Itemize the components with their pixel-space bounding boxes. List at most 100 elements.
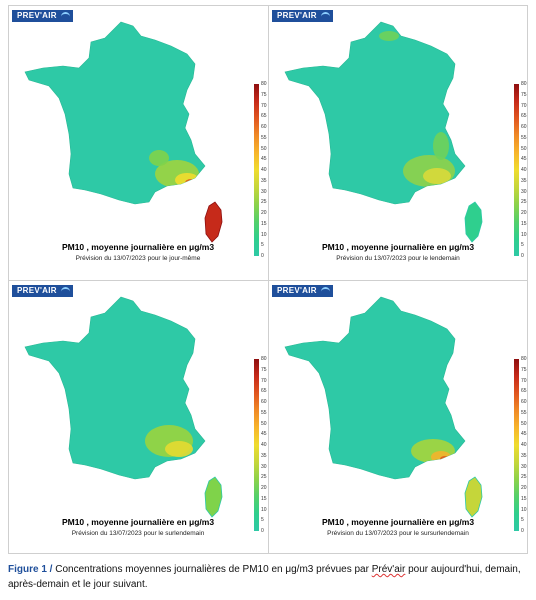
colorbar-tick: 5 [521,517,524,524]
colorbar-tick: 0 [521,253,524,259]
logo-swoosh-icon [320,287,330,296]
colorbar-tick: 55 [521,409,527,416]
colorbar-tick: 15 [521,220,527,227]
colorbar-tick: 0 [261,528,264,534]
colorbar-tick: 40 [261,442,267,448]
colorbar-tick: 75 [521,366,527,373]
corsica [204,476,223,518]
colorbar-tick: 80 [521,81,527,87]
colorbar-tick: 60 [261,399,267,405]
panel-tomorrow: PREV'AIR 80 75 70 65 60 55 50 45 40 35 30 25 20 15 10 5… [269,6,527,279]
colorbar-tick: 45 [521,156,527,163]
colorbar-tick: 20 [261,210,267,216]
panel-title: PM10 , moyenne journalière en μg/m3 [321,242,475,252]
pollution-hotspot [149,150,169,166]
logo-swoosh-icon [320,12,330,21]
colorbar-tick: 50 [261,145,267,152]
colorbar-tick: 10 [261,506,267,513]
pollution-overlay [411,439,455,463]
map-grid: PREV'AIR 80 75 70 65 60 55 50 45 40 35 30 25 20 15 10 5… [8,5,528,554]
pollution-hotspot [175,173,199,187]
panel-title: PM10 , moyenne journalière en μg/m3 [321,517,475,527]
colorbar-tick: 30 [521,188,527,195]
grid-divider-vertical [268,6,269,553]
colorbar-tick: 55 [261,409,267,416]
colorbar-tick: 25 [261,199,267,206]
prevair-logo: PREV'AIR [272,10,333,22]
colorbar [254,359,259,531]
logo-swoosh-icon [60,12,70,21]
colorbar [514,359,519,531]
colorbar-tick: 55 [261,134,267,141]
pollution-overlay [379,31,455,187]
corsica [464,201,483,243]
panel-title: PM10 , moyenne journalière en μg/m3 [61,242,215,252]
panel-subtitle: Prévision du 13/07/2023 pour le jour-mêm… [75,255,201,262]
logo-text: PREV'AIR [277,286,317,295]
colorbar-tick: 25 [261,474,267,481]
colorbar [254,84,259,256]
colorbar-tick: 5 [261,242,264,249]
colorbar-tick: 65 [521,113,527,120]
colorbar-tick: 75 [521,91,527,98]
panel-day-after: PREV'AIR 80 75 70 65 60 55 50 45 40 35 30 25 20 15 10 5… [9,281,267,554]
colorbar-tick: 0 [521,528,524,534]
colorbar-tick: 25 [521,199,527,206]
figure-label: Figure 1 / [8,564,53,575]
colorbar [514,84,519,256]
grid-divider-horizontal [9,280,527,281]
colorbar-tick: 55 [521,134,527,141]
colorbar-tick: 30 [261,188,267,195]
colorbar-tick: 70 [521,102,527,109]
pollution-hotspot [433,132,449,160]
pollution-overlay [145,425,193,457]
colorbar-tick: 0 [261,253,264,259]
pollution-hotspot [185,179,197,187]
panel-title: PM10 , moyenne journalière en μg/m3 [61,517,215,527]
colorbar-tick: 50 [521,145,527,152]
colorbar-ticks: 80 75 70 65 60 55 50 45 40 35 30 25 20 15 10 5 0 [521,356,527,534]
colorbar-tick: 10 [261,231,267,238]
panel-today: PREV'AIR 80 75 70 65 60 55 50 45 40 35 30 25 20 15 10 5… [9,6,267,279]
colorbar-tick: 70 [261,377,267,384]
colorbar-tick: 60 [521,399,527,405]
colorbar-tick: 10 [521,506,527,513]
france-map [284,296,483,518]
colorbar-tick: 5 [521,242,524,249]
panel-subtitle: Prévision du 13/07/2023 pour le lendemai… [336,255,460,262]
colorbar-tick: 60 [521,124,527,130]
colorbar-tick: 40 [521,442,527,448]
panel-subtitle: Prévision du 13/07/2023 pour le sursurle… [327,530,469,537]
colorbar-tick: 20 [521,210,527,216]
colorbar-tick: 45 [521,431,527,438]
pollution-hotspot [423,168,451,184]
pollution-hotspot [165,441,193,457]
colorbar-tick: 20 [261,485,267,491]
panel-following-day: PREV'AIR 80 75 70 65 60 55 50 45 40 35 30 25 20 15 10 5… [269,281,527,554]
colorbar-tick: 10 [521,231,527,238]
logo-swoosh-icon [60,287,70,296]
logo-text: PREV'AIR [17,11,57,20]
prevair-logo: PREV'AIR [12,285,73,297]
colorbar-tick: 40 [261,167,267,173]
colorbar-tick: 80 [521,356,527,362]
caption-source: Prév'air [371,564,406,575]
colorbar-tick: 35 [521,177,527,184]
colorbar-tick: 15 [521,495,527,502]
colorbar-tick: 30 [261,463,267,470]
logo-text: PREV'AIR [17,286,57,295]
colorbar-tick: 15 [261,495,267,502]
colorbar-ticks: 80 75 70 65 60 55 50 45 40 35 30 25 20 15 10 5 0 [261,357,267,534]
pollution-hotspot [431,451,451,463]
colorbar-ticks: 80 75 70 65 60 55 50 45 40 35 30 25 20 15 10 5 0 [521,81,527,259]
prevair-logo: PREV'AIR [12,10,73,22]
colorbar-tick: 70 [521,377,527,384]
colorbar-tick: 50 [521,420,527,427]
colorbar-tick: 15 [261,220,267,227]
colorbar-tick: 65 [521,388,527,395]
corsica [464,476,483,518]
figure-caption: Figure 1 / Concentrations moyennes journ… [8,562,532,592]
colorbar-tick: 40 [521,167,527,173]
colorbar-tick: 75 [261,366,267,373]
france-map [284,21,483,243]
